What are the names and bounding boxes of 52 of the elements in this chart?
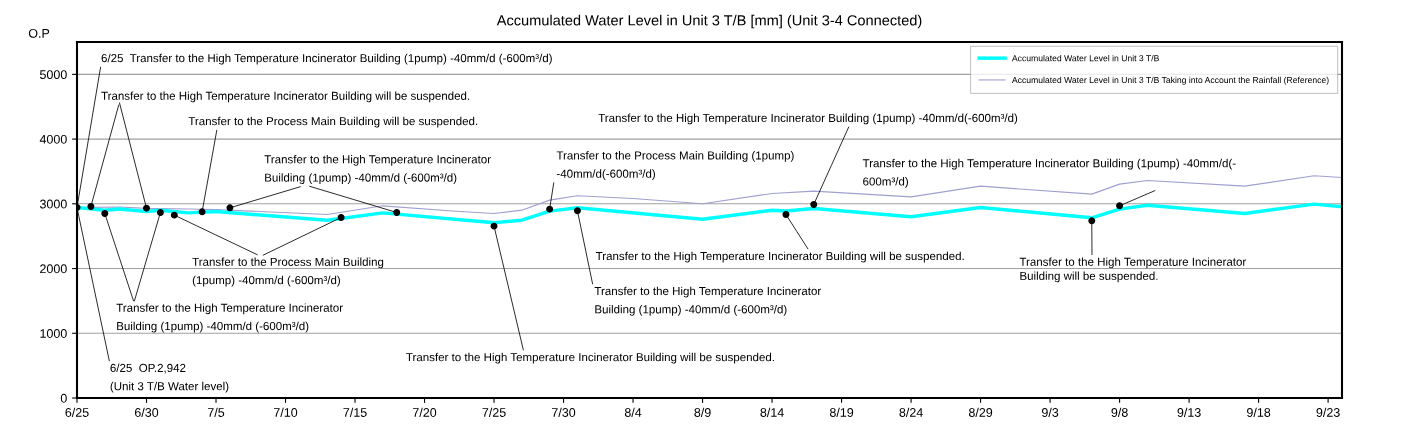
- annotation: Transfer to the High Temperature Incinerator Building (1pump) -40mm/d (-600m³/d): [116, 303, 343, 333]
- y-tick-label: 0: [60, 393, 67, 403]
- point: [573, 207, 581, 215]
- x-tick-label: 9/18: [1247, 407, 1271, 417]
- y-axis-title: O.P: [28, 28, 50, 38]
- annotation: Transfer to the High Temperature Incinerator Building (1pump) -40mm/d(- 600m³/d): [862, 158, 1236, 188]
- x-tick-label: 7/30: [552, 407, 576, 417]
- legend-label: Accumulated Water Level in Unit 3 T/B Taking into Account the Rainfall (Reference): [1011, 76, 1329, 85]
- point: [337, 214, 345, 221]
- point: [1088, 217, 1096, 225]
- annotation: Transfer to the High Temperature Incinerator Building will be suspended.: [406, 352, 774, 364]
- annotation: 6/25 Transfer to the High Temperature Incinerator Building (1pump) -40mm/d (-600m³/d): [101, 53, 552, 65]
- annotation: Transfer to the Process Main Building will be suspended.: [188, 116, 478, 128]
- chart-title: Accumulated Water Level in Unit 3 T/B [mm] (Unit 3-4 Connected): [496, 14, 922, 29]
- x-tick-label: 9/3: [1041, 407, 1059, 417]
- annotation: Transfer to the Process Main Building (1pump) -40mm/d(-600m³/d): [556, 151, 794, 181]
- y-tick-label: 5000: [39, 70, 67, 80]
- annotation: Transfer to the High Temperature Incinerator Building (1pump) -40mm/d(-600m³/d): [598, 113, 1018, 125]
- x-tick-label: 9/13: [1177, 407, 1201, 417]
- annotation: Transfer to the High Temperature Incinerator Building will be suspended.: [595, 251, 964, 263]
- point: [1116, 202, 1124, 210]
- point: [143, 204, 150, 212]
- legend-label: Accumulated Water Level in Unit 3 T/B: [1011, 54, 1159, 62]
- y-tick-label: 4000: [39, 134, 67, 144]
- x-tick-label: 7/25: [482, 407, 506, 417]
- x-tick-label: 8/9: [694, 407, 711, 417]
- y-tick-label: 3000: [39, 199, 67, 209]
- annotation: Transfer to the Process Main Building (1pump) -40mm/d (-600m³/d): [192, 257, 384, 287]
- x-tick-label: 8/24: [899, 407, 923, 417]
- annotation: 6/25 OP.2,942 (Unit 3 T/B Water level): [110, 363, 229, 393]
- y-tick-label: 1000: [40, 329, 67, 338]
- point: [782, 211, 790, 218]
- x-tick-label: 9/23: [1316, 407, 1340, 417]
- y-tick-label: 2000: [40, 264, 67, 274]
- x-tick-label: 7/5: [207, 407, 225, 417]
- x-tick-label: 7/15: [343, 407, 367, 417]
- annotation: Transfer to the High Temperature Incinerator Building will be suspended.: [1019, 257, 1247, 283]
- x-tick-label: 6/25: [65, 407, 89, 417]
- annotation: Transfer to the High Temperature Incinerator Building will be suspended.: [101, 91, 470, 103]
- x-tick-label: 9/8: [1111, 407, 1128, 417]
- x-tick-label: 7/20: [413, 407, 437, 417]
- x-tick-label: 8/4: [624, 407, 642, 417]
- point: [393, 209, 401, 216]
- x-tick-label: 7/10: [273, 407, 298, 417]
- x-tick-label: 8/14: [760, 407, 784, 417]
- annotation: Transfer to the High Temperature Incinerator Building (1pump) -40mm/d (-600m³/d): [594, 286, 822, 316]
- x-tick-label: 8/29: [968, 407, 993, 417]
- point: [156, 209, 164, 216]
- annotation: Transfer to the High Temperature Incinerator Building (1pump) -40mm/d (-600m³/d): [264, 154, 491, 184]
- x-tick-label: 8/19: [829, 407, 854, 417]
- point: [810, 200, 818, 208]
- x-tick-label: 6/30: [134, 407, 159, 417]
